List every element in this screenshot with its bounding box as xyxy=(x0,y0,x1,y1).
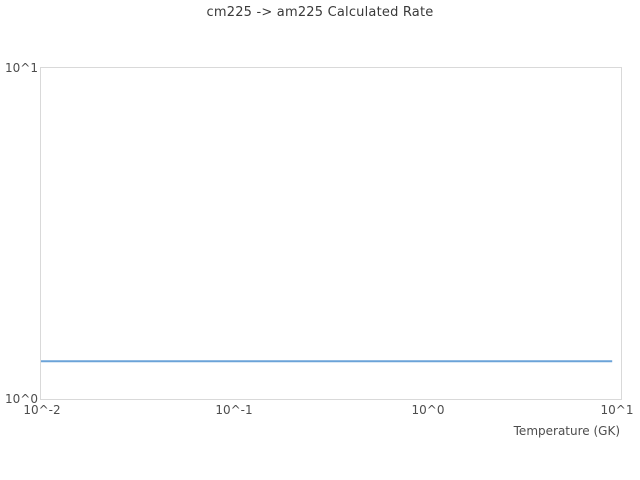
y-tick-label-10e1: 10^1 xyxy=(5,61,38,75)
x-tick-label-10e0: 10^0 xyxy=(411,403,445,417)
x-axis-title: Temperature (GK) xyxy=(513,424,620,438)
x-tick-label-10e-1: 10^-1 xyxy=(215,403,253,417)
chart-title: cm225 -> am225 Calculated Rate xyxy=(206,5,434,20)
plot-area xyxy=(40,67,622,400)
y-tick-label-10e0: 10^0 xyxy=(5,392,38,406)
plot-svg xyxy=(41,360,613,363)
x-tick-label-10e1: 10^1 xyxy=(600,403,634,417)
x-tick-label-10e-2: 10^-2 xyxy=(23,403,61,417)
